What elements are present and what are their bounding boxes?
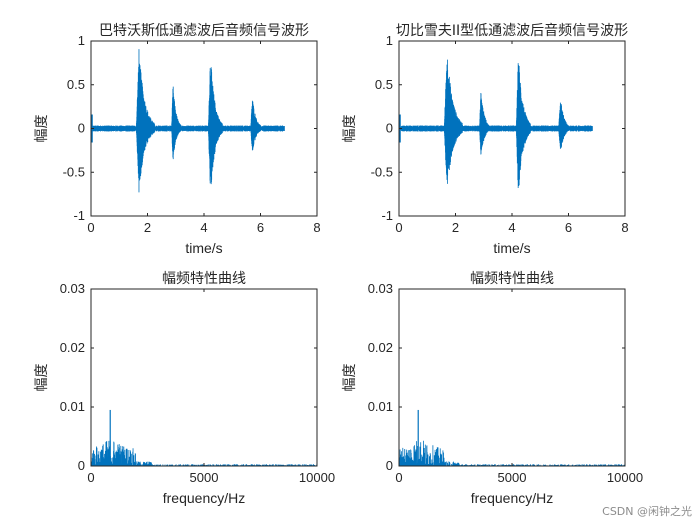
y-tick-label: 0.5 [375,77,393,92]
y-tick-label: 0.03 [368,281,393,296]
y-tick-label: 0 [78,121,85,136]
x-tick-label: 0 [87,470,94,485]
y-tick-label: 0.02 [368,340,393,355]
y-tick-label: 1 [78,33,85,48]
y-tick-label: -0.5 [371,164,393,179]
subplot-3: 0 5000 10000 0 0.01 0.02 0.03 幅频特性曲线 frequency/H… [34,271,335,506]
chart-title: 切比雪夫II型低通滤波后音频信号波形 [396,22,628,39]
x-tick-label: 6 [257,220,264,235]
y-axis-label: 幅度 [342,364,358,392]
chart-title: 幅频特性曲线 [162,271,246,287]
y-axis-label: 幅度 [34,115,50,143]
y-tick-label: 1 [386,33,393,48]
x-tick-label: 8 [621,220,628,235]
x-tick-label: 2 [452,220,459,235]
axes-box [90,288,318,467]
chart-title: 幅频特性曲线 [470,271,554,287]
x-tick-label: 4 [508,220,515,235]
watermark: CSDN @闲钟之光 [602,505,692,518]
y-tick-label: 0 [78,458,85,473]
x-axis-label: time/s [493,240,530,256]
x-tick-label: 10000 [607,470,643,485]
y-tick-label: 0 [386,458,393,473]
y-tick-label: -1 [73,208,85,223]
x-axis-label: frequency/Hz [471,490,553,506]
y-axis-label: 幅度 [34,364,50,392]
x-tick-label: 0 [395,220,402,235]
x-axis-label: frequency/Hz [163,490,245,506]
y-tick-label: 0 [386,121,393,136]
subplot-1: 0 2 4 6 8 -1 -0.5 0 0.5 1 巴特沃斯低通滤波后音频信号波形 time/s 幅度 [34,22,321,256]
axes-box [398,288,626,467]
subplot-4: 0 5000 10000 0 0.01 0.02 0.03 幅频特性曲线 frequency/H… [342,271,643,506]
x-axis-label: time/s [185,240,222,256]
x-tick-label: 10000 [299,470,335,485]
x-tick-label: 5000 [190,470,219,485]
x-tick-label: 0 [87,220,94,235]
chart-title: 巴特沃斯低通滤波后音频信号波形 [99,22,309,39]
y-tick-label: -0.5 [63,164,85,179]
x-tick-label: 6 [565,220,572,235]
x-tick-label: 8 [313,220,320,235]
x-tick-label: 2 [144,220,151,235]
x-tick-label: 5000 [498,470,527,485]
y-tick-label: -1 [381,208,393,223]
y-tick-label: 0.5 [67,77,85,92]
y-tick-label: 0.03 [60,281,85,296]
y-tick-label: 0.01 [368,399,393,414]
y-axis-label: 幅度 [342,115,358,143]
x-tick-label: 4 [200,220,207,235]
y-tick-label: 0.02 [60,340,85,355]
y-tick-label: 0.01 [60,399,85,414]
x-tick-label: 0 [395,470,402,485]
